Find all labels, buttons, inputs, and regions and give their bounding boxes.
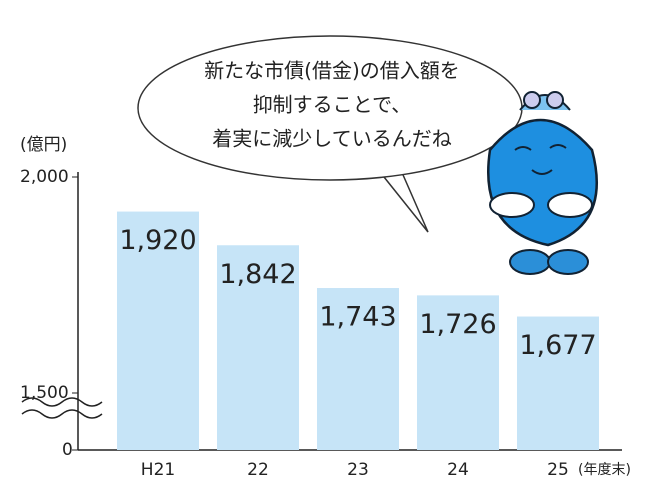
y-tick-label: 0: [62, 440, 73, 460]
value-label: 1,726: [419, 309, 496, 340]
y-axis-label: (億円): [20, 135, 67, 155]
chart: 新たな市債(借金)の借入額を 抑制することで、 着実に減少しているんだね (億円…: [0, 0, 645, 481]
value-label: 1,842: [219, 259, 296, 290]
y-tick-label: 2,000: [20, 167, 69, 187]
x-tick-label: H21: [141, 460, 175, 480]
x-tick-label: 22: [247, 460, 269, 480]
y-tick-label: 1,500: [20, 383, 69, 403]
x-tick-label: 23: [347, 460, 369, 480]
value-label: 1,677: [519, 330, 596, 361]
x-axis-label: (年度末): [578, 462, 631, 478]
axis-break: [22, 410, 102, 418]
x-tick-label: 24: [447, 460, 469, 480]
value-label: 1,920: [119, 225, 196, 256]
bubble-text: 抑制することで、: [253, 93, 412, 117]
value-label: 1,743: [319, 302, 396, 333]
x-tick-label: 25: [547, 460, 569, 480]
bubble-text: 新たな市債(借金)の借入額を: [204, 59, 460, 83]
bubble-text: 着実に減少しているんだね: [212, 127, 451, 151]
